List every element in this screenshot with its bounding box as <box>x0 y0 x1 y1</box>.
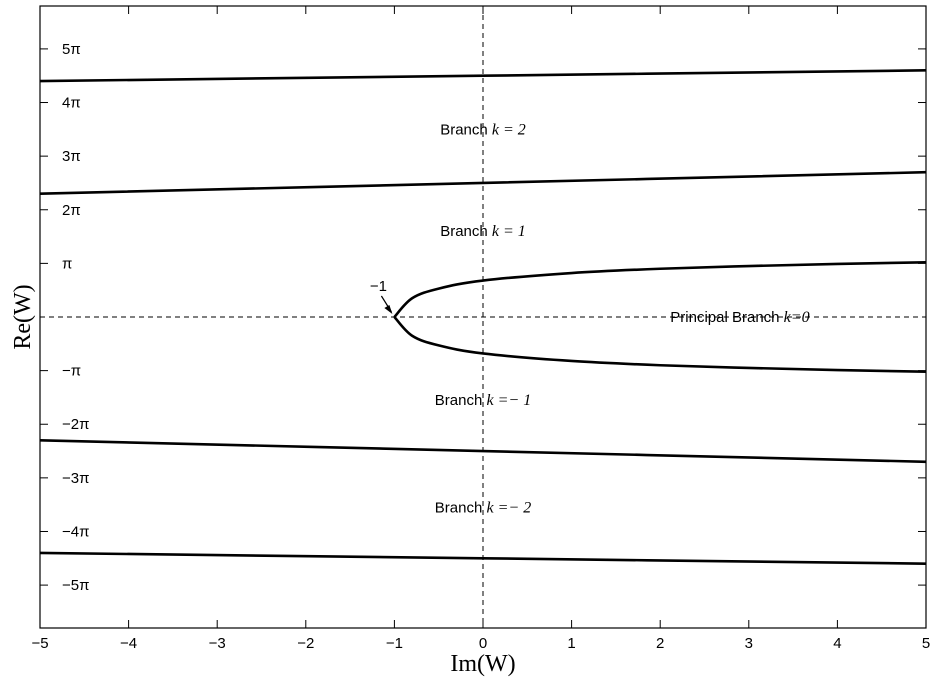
x-tick-label: 4 <box>833 635 841 652</box>
branch-label: Branch k =− 2 <box>435 499 531 516</box>
x-tick-label: −2 <box>297 635 314 652</box>
y-tick-label: −5π <box>62 577 89 594</box>
branch-curve-6 <box>39 551 927 565</box>
branch-label: Branch k =− 1 <box>435 392 531 409</box>
x-tick-label: 3 <box>745 635 753 652</box>
x-tick-label: 5 <box>922 635 930 652</box>
branch-curve-1 <box>39 69 927 83</box>
y-tick-label: 4π <box>62 95 81 112</box>
axis-ticks <box>39 6 927 628</box>
dashed-reference-lines <box>40 6 926 628</box>
point-arrow-head <box>384 305 393 314</box>
branch-curve-3 <box>393 261 927 318</box>
y-tick-label: 3π <box>62 148 81 165</box>
y-tick-labels: 5π 4π 3π 2π π −π −2π −3π −4π −5π <box>62 41 89 594</box>
branch-curves <box>39 69 927 565</box>
x-tick-label: −4 <box>120 635 137 652</box>
branch-curve-4 <box>393 316 927 373</box>
x-axis-title: Im(W) <box>450 651 515 677</box>
x-tick-label: −3 <box>209 635 226 652</box>
branch-label: Branch k = 2 <box>440 121 526 138</box>
y-tick-label: 2π <box>62 202 81 219</box>
branch-curve-5 <box>39 439 927 464</box>
y-axis-title: Re(W) <box>10 284 36 349</box>
point-annotation: −1 <box>370 278 393 314</box>
y-tick-label: π <box>62 255 72 272</box>
x-tick-label: 0 <box>479 635 487 652</box>
x-tick-label: −1 <box>386 635 403 652</box>
x-tick-label: 1 <box>567 635 575 652</box>
x-tick-label: −5 <box>31 635 48 652</box>
y-tick-label: −4π <box>62 523 89 540</box>
y-tick-label: 5π <box>62 41 81 58</box>
branch-label: Branch k = 1 <box>440 223 526 240</box>
x-tick-labels: −5 −4 −3 −2 −1 0 1 2 3 4 5 <box>31 635 930 652</box>
branch-label: Principal Branch k=0 <box>670 309 809 326</box>
x-tick-label: 2 <box>656 635 664 652</box>
y-tick-label: −π <box>62 363 81 380</box>
point-label: −1 <box>370 278 387 295</box>
y-tick-label: −2π <box>62 416 89 433</box>
branch-annotations: Branch k = 2 Branch k = 1 Principal Branch… <box>435 121 810 516</box>
branch-curve-2 <box>39 170 927 195</box>
y-tick-label: −3π <box>62 470 89 487</box>
